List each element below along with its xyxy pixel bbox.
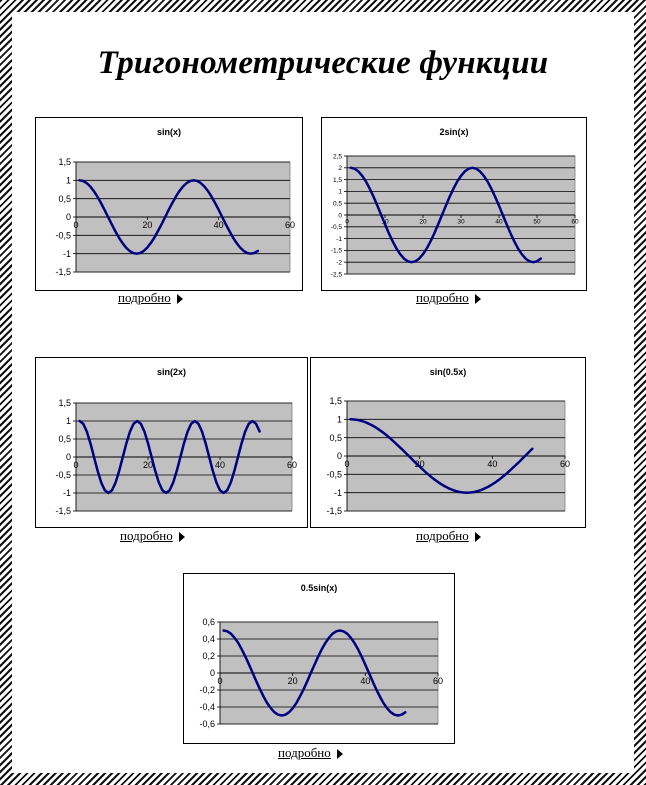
y-tick-label: 2 — [338, 165, 342, 172]
y-tick-label: -1 — [63, 488, 71, 498]
details-label: подробно — [118, 290, 171, 305]
y-tick-label: -1 — [63, 249, 71, 259]
chart-title: sin(x) — [157, 127, 181, 137]
x-tick-label: 40 — [214, 220, 224, 230]
chart-svg: sin(2x)1,510,50-0,5-1-1,50 20 40 60 — [55, 367, 297, 516]
x-tick-label: 20 — [142, 220, 152, 230]
chart-svg: sin(0.5x)1,510,50-0,5-1-1,50 20 40 60 — [326, 367, 570, 516]
x-tick-label: 0 — [344, 459, 349, 469]
y-tick-label: 0 — [337, 451, 342, 461]
details-label: подробно — [416, 528, 469, 543]
chart-svg: sin(x)1,510,50-0,5-1-1,50 20 40 60 — [55, 127, 295, 277]
details-link-sin-0-5x[interactable]: подробно — [416, 528, 481, 544]
x-tick-label: 0 — [73, 220, 78, 230]
chart-title: 2sin(x) — [439, 127, 468, 137]
y-tick-label: 0 — [66, 212, 71, 222]
y-tick-label: -1 — [336, 236, 342, 243]
y-tick-label: 1 — [338, 189, 342, 196]
x-tick-label: 0 — [73, 460, 78, 470]
y-tick-label: -0,2 — [199, 685, 215, 695]
y-tick-label: -1 — [334, 488, 342, 498]
x-tick-label: 40 — [495, 219, 503, 226]
y-tick-label: -0,5 — [331, 224, 343, 231]
y-tick-label: 1,5 — [329, 396, 342, 406]
x-tick-label: 40 — [487, 459, 497, 469]
x-tick-label: 20 — [415, 459, 425, 469]
y-tick-label: -1,5 — [331, 248, 343, 255]
details-label: подробно — [278, 745, 331, 760]
y-tick-label: -1,5 — [55, 506, 71, 516]
y-tick-label: 0 — [66, 452, 71, 462]
x-tick-label: 60 — [287, 460, 297, 470]
x-tick-label: 60 — [571, 219, 579, 226]
details-label: подробно — [416, 290, 469, 305]
chart-title: 0.5sin(x) — [301, 583, 338, 593]
x-tick-label: 20 — [143, 460, 153, 470]
y-tick-label: -0,5 — [326, 469, 342, 479]
y-tick-label: -2,5 — [331, 271, 343, 278]
details-label: подробно — [120, 528, 173, 543]
x-tick-label: 20 — [419, 219, 427, 226]
x-tick-label: 30 — [457, 219, 465, 226]
x-tick-label: 50 — [533, 219, 541, 226]
x-tick-label: 0 — [345, 219, 349, 226]
x-tick-label: 20 — [288, 676, 298, 686]
series-line — [222, 629, 407, 717]
y-tick-label: 0,4 — [202, 634, 215, 644]
y-tick-label: 1 — [337, 414, 342, 424]
details-link-sin-x[interactable]: подробно — [118, 290, 183, 306]
page-title: Тригонометрические функции — [97, 45, 549, 81]
y-tick-label: 1,5 — [333, 177, 342, 184]
y-tick-label: -0,4 — [199, 702, 215, 712]
chart-sin-2x: sin(2x) 1,5 1 0,5 0 -0,5 -1 -1,5 0 20 40 60 — [35, 357, 308, 528]
y-tick-label: -0,5 — [55, 230, 71, 240]
details-link-sin-2x[interactable]: подробно — [120, 528, 185, 544]
x-tick-label: 0 — [217, 676, 222, 686]
y-tick-label: 0,2 — [202, 651, 215, 661]
chart-svg: 2sin(x)2,521,510,50-0,5-1-1,5-2-2,50 10 20… — [331, 127, 579, 278]
y-tick-label: -0,5 — [55, 470, 71, 480]
arrow-right-icon — [474, 294, 481, 305]
y-tick-label: -2 — [336, 259, 342, 266]
chart-title: sin(2x) — [157, 367, 186, 377]
x-tick-label: 60 — [433, 676, 443, 686]
arrow-right-icon — [336, 749, 343, 760]
y-tick-label: 0 — [210, 668, 215, 678]
arrow-right-icon — [474, 532, 481, 543]
x-tick-label: 40 — [360, 676, 370, 686]
series-line — [349, 166, 543, 264]
series-line — [349, 418, 534, 494]
y-tick-label: -1,5 — [326, 506, 342, 516]
series-line — [78, 179, 260, 255]
details-link-0-5sin-x[interactable]: подробно — [278, 745, 343, 761]
chart-title: sin(0.5x) — [430, 367, 467, 377]
y-tick-label: -0,6 — [199, 719, 215, 729]
y-tick-label: 0,5 — [329, 433, 342, 443]
arrow-right-icon — [178, 532, 185, 543]
chart-sin-x: sin(x) 1,5 1 0,5 0 -0,5 -1 -1,5 0 20 40 60 — [35, 117, 303, 291]
y-tick-label: 1 — [66, 416, 71, 426]
y-tick-label: 1,5 — [58, 157, 71, 167]
series-line — [78, 419, 261, 495]
x-tick-label: 40 — [215, 460, 225, 470]
x-tick-label: 60 — [560, 459, 570, 469]
y-tick-label: 0,5 — [58, 194, 71, 204]
y-tick-label: 1 — [66, 175, 71, 185]
arrow-right-icon — [176, 294, 183, 305]
y-tick-label: -1,5 — [55, 267, 71, 277]
x-tick-label: 60 — [285, 220, 295, 230]
y-tick-label: 0,5 — [333, 200, 342, 207]
y-tick-label: 2,5 — [333, 153, 342, 160]
chart-svg: 0.5sin(x)0,60,40,20-0,2-0,4-0,60 20 40 60 — [199, 583, 443, 729]
chart-0-5sin-x: 0.5sin(x) 0,6 0,4 0,2 0 -0,2 -0,4 -0,6 0 20 40 60 — [183, 573, 455, 744]
y-tick-label: 1,5 — [58, 398, 71, 408]
y-tick-label: 0,6 — [202, 617, 215, 627]
details-link-2sin-x[interactable]: подробно — [416, 290, 481, 306]
y-tick-label: 0,5 — [58, 434, 71, 444]
chart-sin-0-5x: sin(0.5x) 1,5 1 0,5 0 -0,5 -1 -1,5 0 20 40 60 — [310, 357, 586, 528]
chart-2sin-x: 2sin(x) 2,5 2 1,5 1 0,5 0 -0,5 -1 -1,5 -2 -2,5 0 10 20… — [321, 117, 587, 291]
y-tick-label: 0 — [338, 212, 342, 219]
